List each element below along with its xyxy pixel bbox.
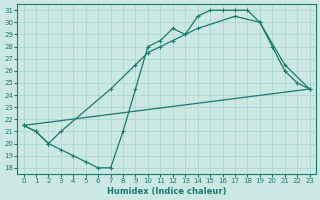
X-axis label: Humidex (Indice chaleur): Humidex (Indice chaleur) — [107, 187, 226, 196]
